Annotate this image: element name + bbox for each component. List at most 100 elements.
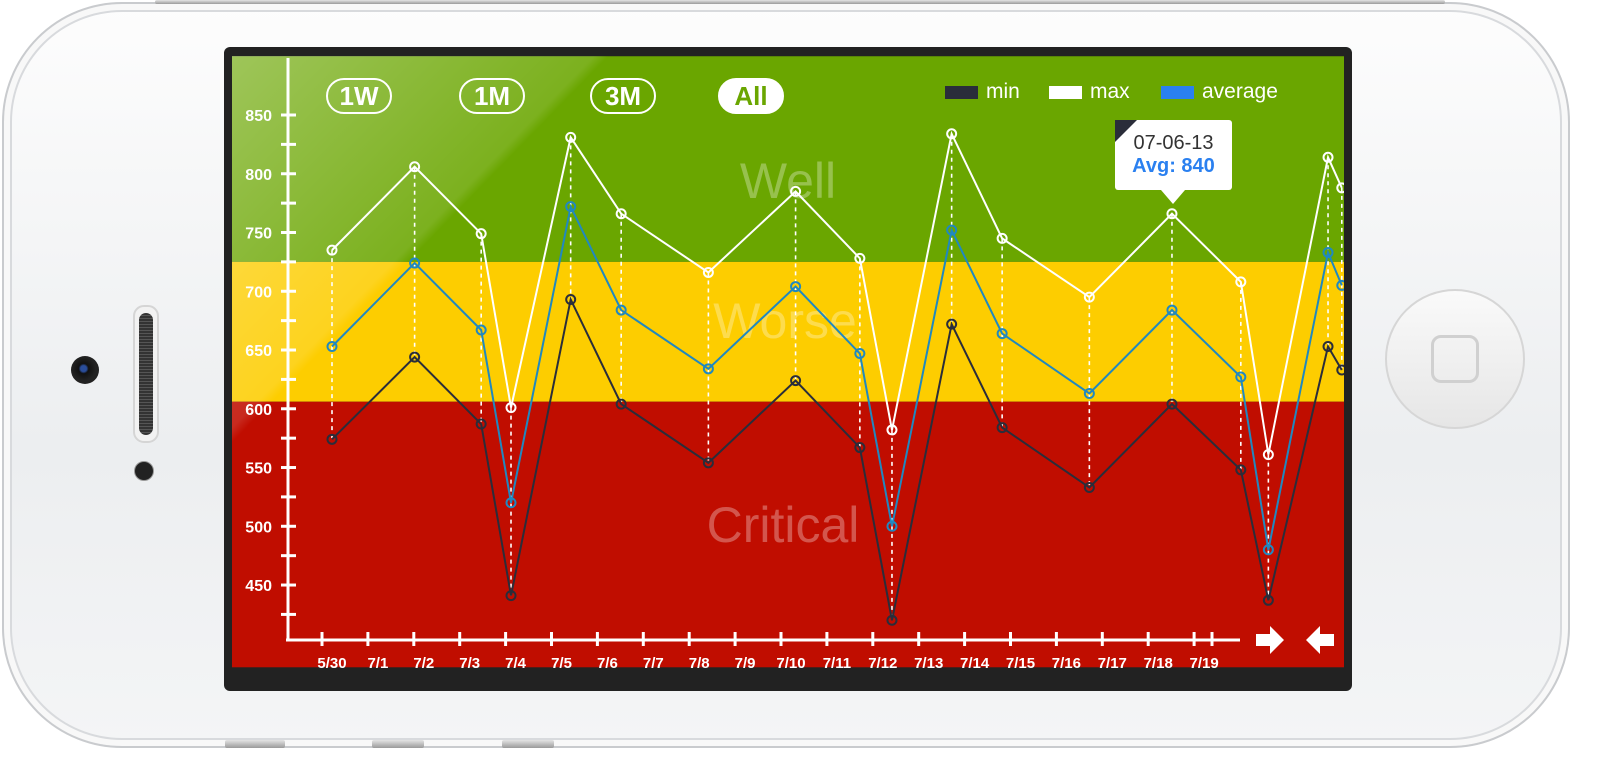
x-tick-label: 7/8 (689, 655, 710, 672)
x-tick-label: 7/17 (1098, 655, 1127, 672)
data-point-average (615, 304, 627, 316)
data-point-max (505, 402, 517, 414)
range-button-all[interactable]: All (718, 78, 784, 114)
legend-label: average (1202, 80, 1278, 103)
x-tick-label: 7/14 (960, 655, 990, 672)
data-point-max (475, 228, 487, 240)
x-tick-label: 7/19 (1189, 655, 1218, 672)
data-point-max (996, 232, 1008, 244)
data-point-max (854, 252, 866, 264)
data-point-average (790, 281, 802, 293)
range-button-1w[interactable]: 1W (326, 78, 392, 114)
legend-item-max: max (1049, 80, 1130, 104)
data-point-average (1336, 279, 1344, 291)
y-tick-label: 550 (245, 461, 272, 478)
data-point-max (615, 208, 627, 220)
legend-item-min: min (945, 80, 1020, 104)
zone-label: Worse (713, 293, 857, 349)
data-point-min (475, 418, 487, 430)
data-point-min (854, 442, 866, 454)
x-tick-label: 7/11 (823, 655, 851, 672)
data-point-min (996, 422, 1008, 434)
y-tick-label: 600 (245, 402, 272, 419)
data-point-min (1262, 594, 1274, 606)
data-point-average (1235, 371, 1247, 383)
data-point-max (702, 266, 714, 278)
x-tick-label: 7/13 (914, 655, 943, 672)
y-tick-label: 750 (245, 226, 272, 243)
data-point-max (1262, 449, 1274, 461)
data-point-average (505, 497, 517, 509)
data-point-max (326, 244, 338, 256)
data-point-average (702, 363, 714, 375)
x-tick-label: 7/7 (643, 655, 664, 672)
mute-switch (502, 740, 554, 748)
y-tick-label: 800 (245, 167, 272, 184)
data-point-average (409, 257, 421, 269)
data-point-min (409, 351, 421, 363)
tooltip-date: 07-06-13 (1133, 132, 1214, 154)
data-point-max (946, 128, 958, 140)
x-tick-label: 7/9 (735, 655, 756, 672)
legend-label: min (986, 80, 1020, 103)
tooltip: 07-06-13 Avg: 840 (1115, 120, 1232, 204)
data-point-max (790, 185, 802, 197)
data-point-min (326, 433, 338, 445)
x-tick-label: 7/15 (1006, 655, 1035, 672)
data-point-average (475, 324, 487, 336)
arrow-right-icon (1256, 626, 1284, 654)
zone-label: Well (740, 153, 836, 209)
y-tick-label: 700 (245, 284, 272, 301)
legend-label: max (1090, 80, 1130, 103)
data-point-average (1166, 304, 1178, 316)
data-point-max (1235, 276, 1247, 288)
data-point-average (1322, 246, 1334, 258)
data-point-average (854, 348, 866, 360)
data-point-max (1322, 151, 1334, 163)
data-point-average (1083, 387, 1095, 399)
arrow-left-icon (1306, 626, 1334, 654)
data-point-min (1235, 464, 1247, 476)
legend-item-average: average (1161, 80, 1278, 104)
data-point-max (1083, 291, 1095, 303)
home-button[interactable] (1385, 289, 1525, 429)
x-tick-label: 7/6 (597, 655, 618, 672)
x-tick-label: 5/30 (317, 655, 346, 672)
data-point-max (409, 161, 421, 173)
y-tick-label: 500 (245, 519, 272, 536)
data-point-average (565, 201, 577, 213)
data-point-min (790, 375, 802, 387)
speaker-grille (133, 305, 159, 443)
data-point-min (565, 293, 577, 305)
data-point-min (1166, 398, 1178, 410)
series-line-average (331, 203, 1343, 550)
range-button-3m[interactable]: 3M (590, 78, 656, 114)
x-tick-label: 7/16 (1052, 655, 1081, 672)
data-point-average (946, 224, 958, 236)
y-tick-label: 650 (245, 343, 272, 360)
data-point-min (886, 614, 898, 626)
sensor (134, 461, 154, 481)
y-tick-label: 450 (245, 578, 272, 595)
data-point-average (1262, 544, 1274, 556)
x-tick-label: 7/2 (413, 655, 434, 672)
legend-swatch (945, 85, 978, 99)
camera-icon (71, 356, 99, 384)
x-tick-label: 7/18 (1144, 655, 1173, 672)
data-point-max (886, 424, 898, 436)
range-button-1m[interactable]: 1M (459, 78, 525, 114)
x-tick-label: 7/5 (551, 655, 572, 672)
y-tick-label: 850 (245, 108, 272, 125)
data-point-min (702, 457, 714, 469)
phone-top-edge (155, 0, 1445, 4)
data-point-min (1083, 482, 1095, 494)
data-point-max (565, 131, 577, 143)
series-line-min (331, 296, 1343, 621)
x-tick-label: 7/3 (459, 655, 480, 672)
data-point-max (1166, 208, 1178, 220)
data-point-max (1336, 182, 1344, 194)
series-line-max (331, 130, 1343, 455)
x-tick-label: 7/4 (505, 655, 527, 672)
data-point-average (886, 520, 898, 532)
legend-swatch (1161, 85, 1194, 99)
